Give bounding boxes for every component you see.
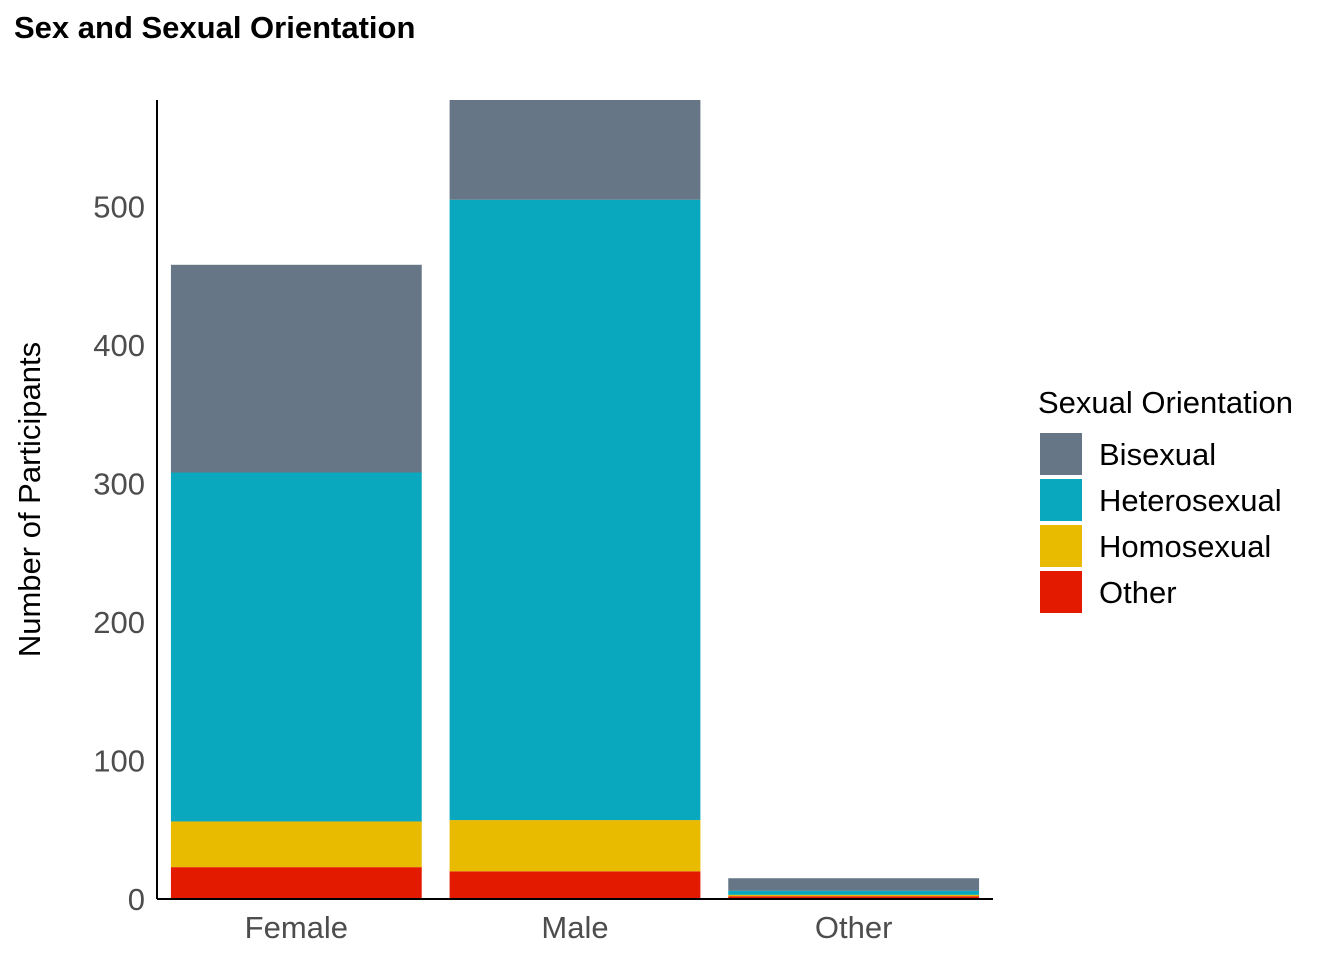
axes-layer: 0 100 200 300 400 500 Female Male Other Number of… <box>12 100 993 945</box>
bar-female-bisexual <box>170 264 422 473</box>
legend-swatch-homosexual <box>1040 525 1082 567</box>
bar-other-other <box>728 896 980 899</box>
bar-male-heterosexual <box>449 199 701 821</box>
y-tick-label: 200 <box>93 605 145 640</box>
bar-male-bisexual <box>449 100 701 200</box>
y-tick-label: 300 <box>93 467 145 502</box>
bar-male-homosexual <box>449 820 701 872</box>
x-tick-label: Male <box>541 910 608 945</box>
legend: Sexual Orientation Bisexual Heterosexual Ho… <box>1038 385 1293 613</box>
y-tick-label: 400 <box>93 328 145 363</box>
legend-title: Sexual Orientation <box>1038 385 1293 420</box>
bar-female-other <box>170 867 422 899</box>
y-axis-title: Number of Participants <box>12 342 47 657</box>
legend-swatch-heterosexual <box>1040 479 1082 521</box>
chart-title: Sex and Sexual Orientation <box>14 10 416 45</box>
bar-male-other <box>449 871 701 899</box>
legend-label-homosexual: Homosexual <box>1099 529 1271 564</box>
bar-other-heterosexual <box>728 890 980 895</box>
legend-label-bisexual: Bisexual <box>1099 437 1216 472</box>
x-tick-label: Female <box>245 910 348 945</box>
bars-layer <box>170 100 980 899</box>
y-tick-label: 100 <box>93 744 145 779</box>
legend-label-heterosexual: Heterosexual <box>1099 483 1282 518</box>
legend-label-other: Other <box>1099 575 1177 610</box>
x-tick-label: Other <box>815 910 893 945</box>
legend-swatch-bisexual <box>1040 433 1082 475</box>
bar-female-homosexual <box>170 821 422 868</box>
y-tick-label: 0 <box>128 882 145 917</box>
bar-other-homosexual <box>728 894 980 897</box>
legend-swatch-other <box>1040 571 1082 613</box>
y-tick-label: 500 <box>93 190 145 225</box>
bar-other-bisexual <box>728 878 980 891</box>
bar-female-heterosexual <box>170 472 422 822</box>
